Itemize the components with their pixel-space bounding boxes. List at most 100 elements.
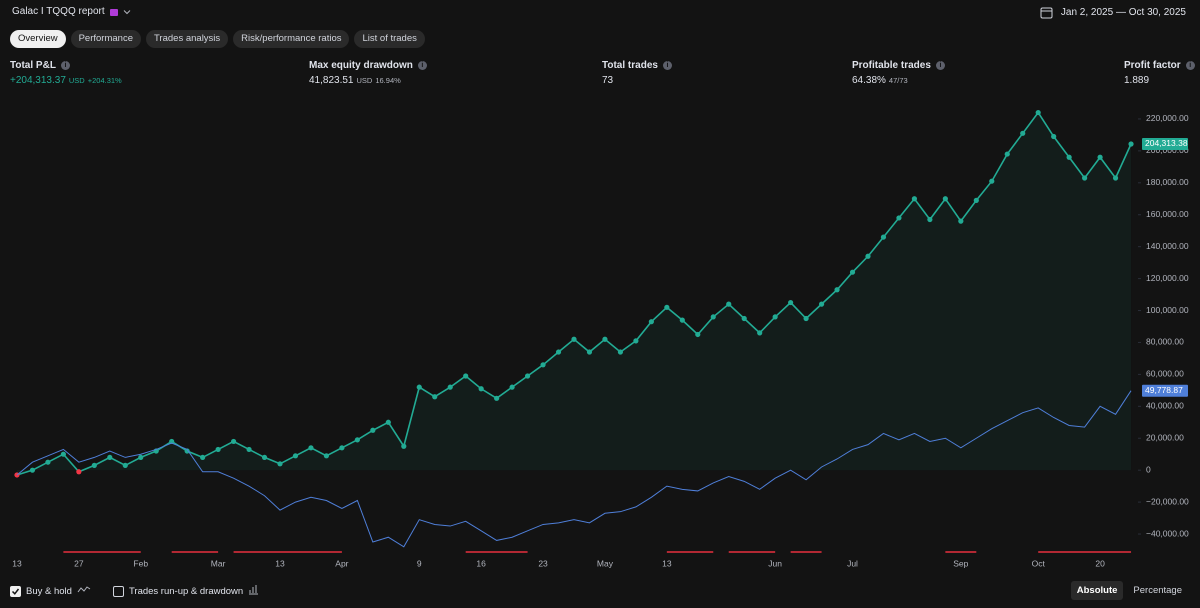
x-tick-label: Oct [1032, 558, 1046, 568]
period-bar [1038, 551, 1132, 553]
trade-point [1128, 141, 1134, 147]
equity-area [16, 112, 1132, 475]
metric-value-text: 73 [602, 75, 614, 86]
y-tick-label: 140,000.00 [1146, 241, 1189, 251]
x-tick-label: Apr [335, 558, 348, 568]
x-tick-label: Mar [211, 558, 226, 568]
tab[interactable]: List of trades [354, 30, 425, 48]
trade-point [91, 462, 97, 468]
x-tick-label: Jul [847, 558, 858, 568]
mode-button[interactable]: Absolute [1070, 581, 1124, 600]
calendar-icon [109, 8, 118, 16]
info-icon: i [417, 61, 427, 70]
trade-point [586, 349, 593, 355]
y-tick-label: 120,000.00 [1146, 273, 1189, 283]
end-label: 204,313.38 [1145, 138, 1188, 148]
trade-point [447, 384, 453, 390]
x-tick-label: Jun [768, 558, 782, 568]
trade-point [679, 317, 685, 323]
metric-value: 73 [602, 75, 672, 86]
y-tick-label: 80,000.00 [1146, 337, 1184, 347]
mode-button[interactable]: Percentage [1133, 585, 1182, 596]
trade-point [339, 445, 345, 451]
metric-value-text: 1.889 [1124, 75, 1150, 86]
checkbox-label: Buy & hold [26, 585, 72, 597]
y-tick-label: 40,000.00 [1146, 401, 1184, 411]
checkbox-icon [248, 584, 259, 598]
tab[interactable]: Risk/performance ratios [233, 30, 350, 48]
trade-point [896, 215, 902, 221]
info-icon: i [662, 61, 672, 70]
metric-extra: 16.94% [375, 76, 401, 85]
metric-value: 1.889 [1124, 75, 1195, 86]
metric-label: Profitable trades i [852, 60, 945, 71]
x-tick-label: 23 [538, 558, 548, 568]
trade-point [571, 336, 577, 342]
trade-point [463, 373, 469, 379]
trade-point [602, 336, 608, 342]
trade-point [710, 314, 716, 320]
metric-label: Profit factor i [1124, 60, 1195, 71]
trade-point [788, 299, 794, 306]
y-tick-label: 20,000.00 [1146, 432, 1184, 442]
x-tick-label: 9 [417, 558, 422, 568]
trade-point [849, 269, 856, 275]
y-tick-label: −40,000.00 [1146, 528, 1189, 538]
trade-point [1082, 175, 1088, 181]
trade-point [695, 331, 701, 338]
y-tick-label: 220,000.00 [1146, 113, 1189, 123]
period-bar [728, 551, 776, 553]
trade-point [1112, 175, 1119, 181]
trade-point [138, 454, 144, 461]
metric-label: Total P&L i [10, 60, 122, 71]
y-tick-label: 180,000.00 [1146, 177, 1189, 187]
trade-point [911, 196, 918, 202]
date-range[interactable]: Jan 2, 2025 — Oct 30, 2025 [1040, 6, 1186, 19]
x-tick-label: Sep [953, 558, 968, 568]
modes: Absolute Percentage [1070, 581, 1188, 600]
info-icon: i [60, 61, 70, 70]
trade-point [370, 427, 376, 433]
trade-point [973, 197, 979, 203]
trade-point [540, 362, 546, 368]
checkbox-item[interactable]: Buy & hold [10, 585, 91, 597]
tab[interactable]: Overview [10, 30, 66, 48]
metric: Profitable trades i 64.38% 47/73 [852, 60, 945, 86]
checkbox-item[interactable]: Trades run-up & drawdown [112, 584, 259, 598]
metric-unit: USD [68, 76, 85, 85]
checkbox[interactable] [112, 585, 124, 597]
checkbox-icon [77, 585, 91, 597]
trade-point [29, 467, 36, 473]
tab[interactable]: Performance [70, 30, 141, 48]
report-title[interactable]: Galac I TQQQ report [12, 6, 131, 17]
period-bar [465, 551, 528, 553]
end-badge [1142, 384, 1188, 397]
trade-point [865, 253, 871, 259]
date-range-text: Jan 2, 2025 — Oct 30, 2025 [1060, 7, 1186, 18]
trade-point [184, 448, 190, 454]
trade-point [524, 373, 531, 379]
trade-point [323, 453, 330, 459]
metric-label-text: Total trades [602, 60, 658, 71]
trade-point [1097, 154, 1103, 160]
x-tick-label: 20 [1095, 558, 1105, 568]
checkbox[interactable] [10, 585, 21, 597]
trade-point [617, 349, 624, 355]
trade-point [880, 234, 887, 240]
series-line [16, 390, 1132, 548]
tab[interactable]: Trades analysis [145, 30, 229, 48]
trade-point [942, 196, 948, 202]
metric: Profit factor i 1.889 [1124, 60, 1195, 86]
trade-point [494, 395, 500, 401]
trade-point [803, 315, 809, 322]
period-bar [233, 551, 342, 553]
checkbox-label: Trades run-up & drawdown [128, 585, 244, 597]
x-tick-label: 16 [476, 558, 486, 568]
x-tick-label: 13 [275, 558, 285, 568]
trade-point [45, 459, 51, 465]
trade-point [308, 445, 314, 451]
trade-point [261, 454, 268, 461]
trade-point [416, 384, 422, 390]
